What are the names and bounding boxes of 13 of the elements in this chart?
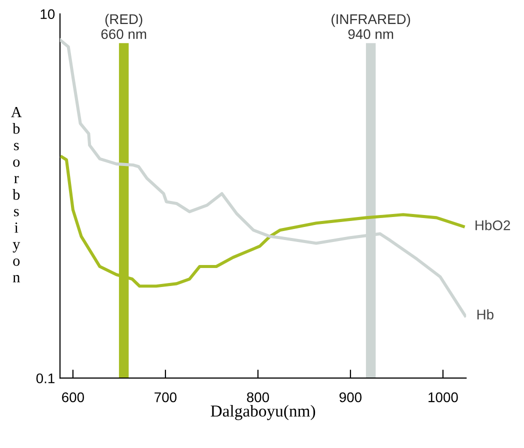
text: Absorbsiyon	[11, 107, 22, 282]
x-axis-title: Dalgaboyu(nm)	[210, 404, 316, 420]
series-label: Hb	[477, 309, 494, 320]
x-tick-label: 1000	[428, 392, 458, 402]
x-tick-label: 600	[62, 392, 84, 402]
series-label: HbO2	[476, 220, 510, 230]
y-tick-label: 10	[40, 9, 55, 20]
y-tick-label: 0.1	[36, 373, 54, 384]
ref-line-label: (INFRARED) 940 nm	[332, 14, 410, 40]
x-tick-label: 700	[154, 392, 176, 402]
ref-line-label: (RED) 660 nm	[101, 14, 146, 40]
x-tick-label: 900	[340, 392, 362, 402]
x-tick-label: 800	[246, 392, 270, 402]
